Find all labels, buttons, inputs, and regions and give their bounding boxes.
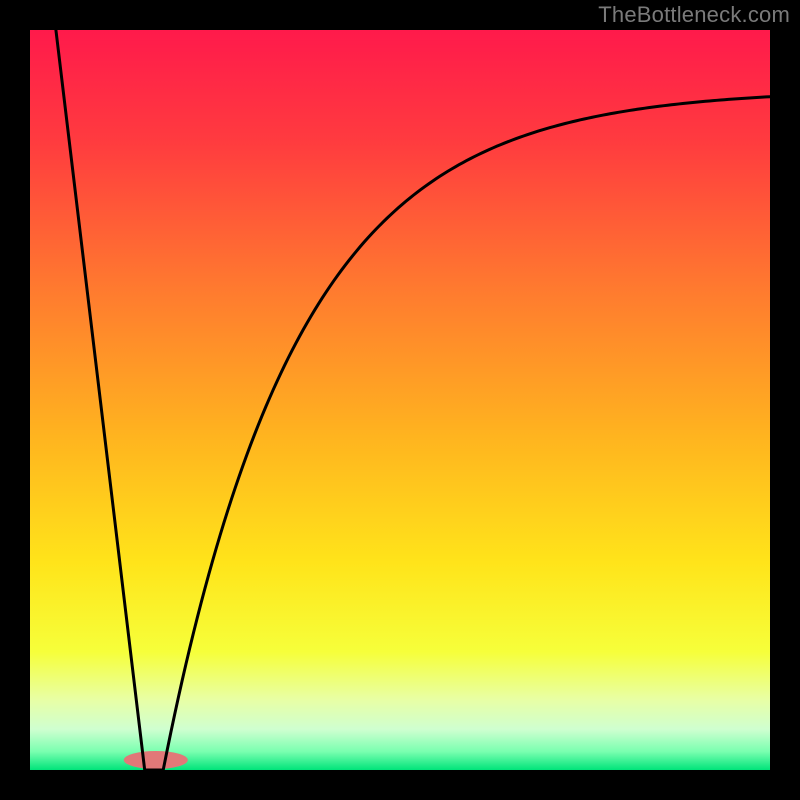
chart-stage: TheBottleneck.com: [0, 0, 800, 800]
plot-background-gradient: [30, 30, 770, 770]
chart-svg: [0, 0, 800, 800]
bottleneck-marker: [124, 751, 188, 769]
watermark-text: TheBottleneck.com: [598, 2, 790, 28]
